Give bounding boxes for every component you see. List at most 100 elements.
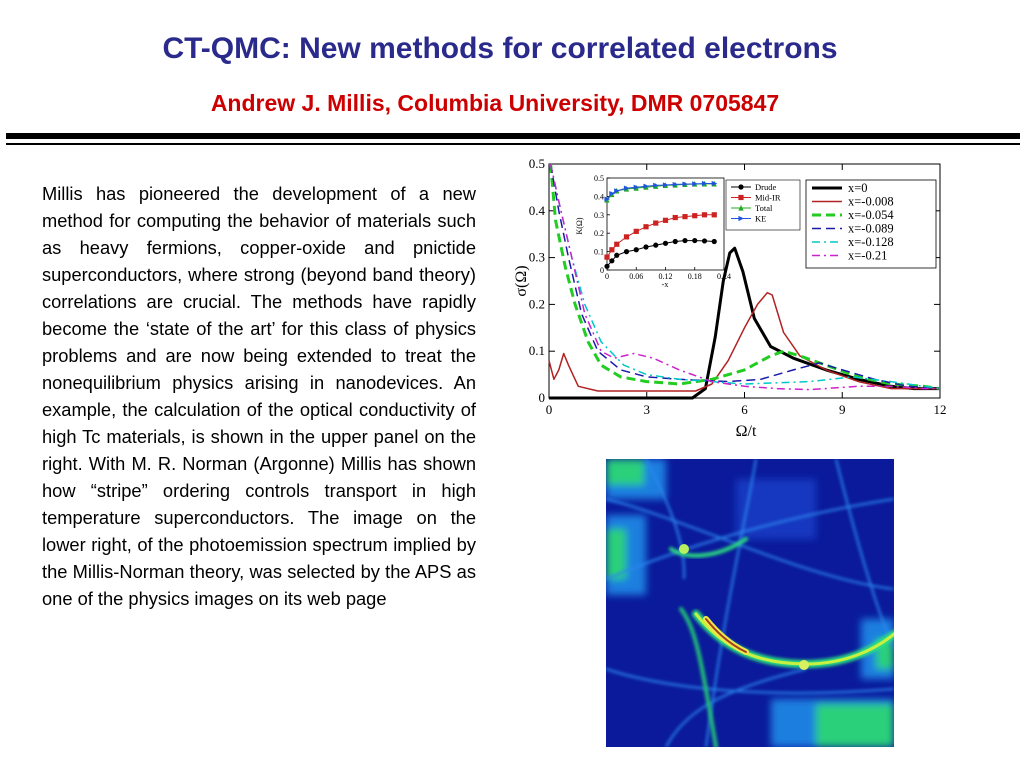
inset-lines	[604, 180, 718, 269]
inset-point-1	[662, 217, 669, 223]
legend-label-0: x=0	[848, 181, 868, 195]
inset-chart: 0 0.06 0.12 0.18 0.24 0 0.1 0.2 0.3 0.4 0.5 -x K(Ω…	[575, 174, 801, 289]
series-line-3	[549, 163, 941, 390]
inset-point-3	[604, 196, 611, 202]
inset-point-0	[682, 237, 688, 244]
inset-point-3	[609, 191, 615, 197]
inset-point-3	[692, 181, 698, 187]
inset-legend-label-0: Drude	[755, 182, 776, 192]
inset-x-tick-label: 0.12	[659, 272, 673, 281]
x-tick-label: 3	[644, 402, 651, 417]
inset-y-tick-label: 0.1	[594, 248, 604, 257]
inset-point-1	[672, 214, 678, 221]
inset-point-1	[692, 213, 698, 219]
inset-point-1	[604, 254, 610, 260]
inset-legend-marker-2	[738, 204, 744, 211]
inset-point-1	[701, 212, 708, 218]
inset-legend-marker-0	[738, 184, 744, 190]
inset-point-0	[609, 258, 615, 264]
y-tick-label: 0.1	[529, 343, 545, 358]
title-divider-thin	[6, 143, 1020, 145]
inset-point-1	[633, 228, 639, 234]
inset-point-1	[653, 220, 659, 226]
inset-point-1	[643, 224, 649, 230]
inset-point-0	[604, 263, 610, 269]
y-tick-label: 0	[539, 390, 546, 405]
inset-frame	[606, 177, 725, 271]
inset-point-3	[711, 180, 718, 187]
y-tick-label: 0.3	[529, 250, 545, 265]
x-tick-label: 9	[839, 402, 846, 417]
inset-point-0	[643, 244, 649, 250]
inset-y-tick-label: 0.2	[594, 229, 604, 238]
inset-legend-label-3: KE	[755, 214, 766, 224]
y-tick-label: 0.2	[529, 296, 545, 311]
spectrum-thin-lines	[606, 459, 894, 747]
y-axis-label: σ(Ω)	[513, 265, 530, 296]
body-paragraph: Millis has pioneered the development of …	[42, 183, 476, 609]
inset-legend-marker-3	[738, 215, 745, 222]
inset-point-0	[692, 237, 698, 244]
inset-legend-label-2: Total	[755, 203, 773, 213]
inset-point-3	[653, 182, 659, 188]
inset-point-3	[643, 183, 650, 189]
inset-point-3	[614, 188, 620, 194]
spectrum-hot-spots	[679, 544, 809, 670]
inset-x-tick-label: 0.18	[688, 272, 702, 281]
inset-y-tick-label: 0.5	[594, 174, 604, 183]
x-tick-label: 0	[546, 402, 553, 417]
x-tick-label: 12	[934, 402, 947, 417]
inset-point-0	[653, 242, 659, 248]
title-divider-thick	[6, 133, 1020, 139]
inset-point-1	[614, 241, 620, 247]
main-axes: 0 3 6 9 12 0 0.1 0.2 0.3 0.4 0.5	[529, 156, 947, 417]
inset-point-1	[623, 234, 630, 240]
inset-point-0	[701, 238, 708, 244]
x-tick-label: 6	[741, 402, 748, 417]
series-line-5	[549, 163, 940, 391]
y-tick-label: 0.5	[529, 156, 545, 171]
slide-subtitle: Andrew J. Millis, Columbia University, D…	[210, 90, 780, 116]
inset-y-tick-label: 0.3	[594, 211, 604, 220]
series-line-1	[548, 291, 940, 392]
series-line-2	[549, 163, 941, 391]
legend-box: x=0x=-0.008x=-0.054x=-0.089x=-0.128x=-0.…	[805, 179, 937, 269]
inset-point-1	[682, 214, 688, 220]
inset-x-tick-label: 0.24	[717, 272, 731, 281]
series-line-4	[549, 163, 941, 390]
inset-y-tick-label: 0	[600, 266, 604, 275]
legend-label-1: x=-0.008	[848, 195, 894, 209]
legend-label-4: x=-0.128	[848, 235, 894, 249]
inset-legend-marker-1	[738, 194, 744, 201]
inset-point-3	[701, 180, 708, 187]
legend-label-3: x=-0.089	[848, 222, 894, 236]
inset-point-3	[672, 181, 679, 188]
inset-point-0	[623, 249, 630, 255]
inset-point-0	[662, 240, 669, 246]
inset-point-3	[662, 182, 669, 188]
legend-label-5: x=-0.21	[848, 249, 887, 263]
inset-point-0	[633, 247, 639, 253]
main-lines	[548, 163, 941, 400]
legend-label-2: x=-0.054	[848, 208, 894, 222]
inset-point-0	[614, 252, 620, 258]
inset-point-0	[711, 238, 717, 245]
inset-x-axis-label: -x	[662, 280, 669, 289]
main-legend: x=0x=-0.008x=-0.054x=-0.089x=-0.128x=-0.…	[812, 181, 894, 263]
inset-point-3	[633, 184, 640, 190]
inset-point-3	[682, 181, 689, 187]
inset-point-3	[623, 185, 630, 191]
inset-y-axis-label: K(Ω)	[575, 217, 584, 234]
slide-title: CT-QMC: New methods for correlated elect…	[162, 32, 838, 65]
y-tick-label: 0.4	[529, 203, 546, 218]
inset-point-1	[711, 212, 717, 218]
inset-x-tick-label: 0	[605, 272, 609, 281]
inset-y-tick-label: 0.4	[594, 192, 604, 201]
series-line-0	[549, 246, 940, 400]
x-axis-label: Ω/t	[736, 423, 757, 440]
inset-x-tick-label: 0.06	[629, 272, 643, 281]
inset-point-0	[672, 238, 678, 245]
